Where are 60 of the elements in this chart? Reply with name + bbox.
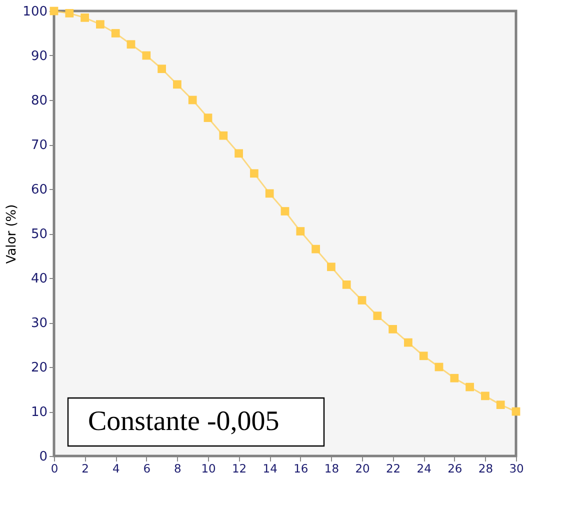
x-tick-label: 12 xyxy=(232,462,247,476)
x-tick-label: 0 xyxy=(50,462,58,476)
point xyxy=(496,400,505,410)
point xyxy=(358,296,366,304)
point xyxy=(126,40,136,49)
point xyxy=(342,280,351,289)
point xyxy=(173,80,182,89)
y-tick-label: 10 xyxy=(30,405,48,420)
x-tick-label: 28 xyxy=(478,462,494,476)
x-tick-label: 4 xyxy=(112,462,120,476)
y-axis-title: Valor (%) xyxy=(4,204,20,264)
y-tick-label: 70 xyxy=(30,138,48,153)
point xyxy=(296,227,305,236)
point xyxy=(80,13,89,22)
point xyxy=(388,324,397,334)
point xyxy=(450,374,459,382)
x-tick-label: 10 xyxy=(201,462,216,476)
point xyxy=(312,244,320,254)
point xyxy=(434,362,444,372)
point xyxy=(373,312,382,320)
y-tick-label: 0 xyxy=(39,450,48,464)
point xyxy=(96,20,104,29)
point xyxy=(327,262,336,272)
y-tick-label: 20 xyxy=(30,360,48,376)
y-tick-label: 50 xyxy=(30,227,48,242)
y-tick-label: 40 xyxy=(30,272,48,286)
point xyxy=(111,29,120,38)
y-tick-label: 90 xyxy=(30,49,48,64)
y-tick-label: 100 xyxy=(22,4,48,20)
y-tick-label: 60 xyxy=(30,182,48,198)
x-tick-label: 20 xyxy=(355,462,370,476)
x-tick-label: 2 xyxy=(82,462,89,476)
point xyxy=(265,189,274,198)
x-tick-label: 16 xyxy=(294,462,308,476)
point xyxy=(204,114,212,122)
point xyxy=(419,352,428,360)
point xyxy=(280,207,290,216)
point xyxy=(158,64,166,74)
point xyxy=(250,169,258,178)
point xyxy=(188,96,197,104)
point xyxy=(466,382,474,392)
x-tick-label: 14 xyxy=(262,462,278,476)
x-tick-label: 22 xyxy=(386,462,401,476)
x-tick-label: 30 xyxy=(509,462,524,476)
x-tick-label: 26 xyxy=(448,462,462,476)
point xyxy=(142,51,151,60)
point xyxy=(219,131,228,140)
annotation: Constante -0,005 xyxy=(88,406,280,437)
point xyxy=(234,149,243,158)
y-tick-label: 30 xyxy=(30,316,48,331)
y-tick-label: 80 xyxy=(30,94,48,108)
point xyxy=(65,9,74,18)
x-tick-label: 6 xyxy=(143,462,151,476)
point xyxy=(512,407,520,416)
point xyxy=(50,6,58,16)
x-tick-label: 24 xyxy=(416,462,432,476)
point xyxy=(404,338,412,347)
x-tick-label: 8 xyxy=(174,462,182,476)
x-tick-label: 18 xyxy=(324,462,340,476)
point xyxy=(481,392,490,400)
